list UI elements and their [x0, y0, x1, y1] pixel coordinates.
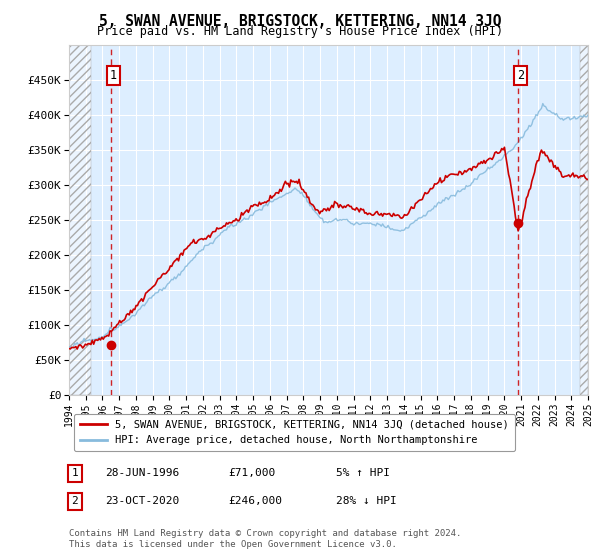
Bar [69, 45, 91, 395]
Text: 23-OCT-2020: 23-OCT-2020 [105, 496, 179, 506]
Text: 2: 2 [517, 69, 524, 82]
Text: £71,000: £71,000 [228, 468, 275, 478]
Text: Price paid vs. HM Land Registry's House Price Index (HPI): Price paid vs. HM Land Registry's House … [97, 25, 503, 38]
Text: 28% ↓ HPI: 28% ↓ HPI [336, 496, 397, 506]
Bar [580, 45, 588, 395]
Text: 5, SWAN AVENUE, BRIGSTOCK, KETTERING, NN14 3JQ: 5, SWAN AVENUE, BRIGSTOCK, KETTERING, NN… [99, 14, 501, 29]
Text: 28-JUN-1996: 28-JUN-1996 [105, 468, 179, 478]
Text: 5% ↑ HPI: 5% ↑ HPI [336, 468, 390, 478]
Text: 1: 1 [71, 468, 79, 478]
Text: £246,000: £246,000 [228, 496, 282, 506]
Bar [69, 45, 91, 395]
Legend: 5, SWAN AVENUE, BRIGSTOCK, KETTERING, NN14 3JQ (detached house), HPI: Average pr: 5, SWAN AVENUE, BRIGSTOCK, KETTERING, NN… [74, 414, 515, 451]
Text: 1: 1 [110, 69, 117, 82]
Text: 2: 2 [71, 496, 79, 506]
Text: Contains HM Land Registry data © Crown copyright and database right 2024.
This d: Contains HM Land Registry data © Crown c… [69, 529, 461, 549]
Bar [580, 45, 588, 395]
